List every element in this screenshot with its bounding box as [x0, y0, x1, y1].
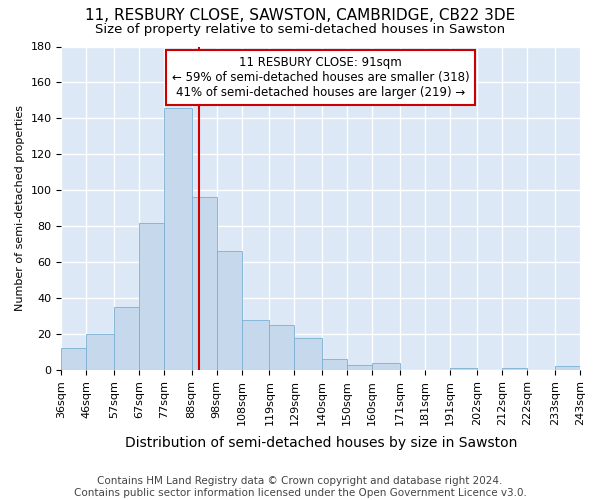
Text: Size of property relative to semi-detached houses in Sawston: Size of property relative to semi-detach… — [95, 22, 505, 36]
Text: Contains HM Land Registry data © Crown copyright and database right 2024.
Contai: Contains HM Land Registry data © Crown c… — [74, 476, 526, 498]
Bar — [322, 360, 347, 370]
Bar — [114, 307, 139, 370]
Bar — [372, 363, 400, 370]
Bar — [242, 320, 269, 370]
Text: 11, RESBURY CLOSE, SAWSTON, CAMBRIDGE, CB22 3DE: 11, RESBURY CLOSE, SAWSTON, CAMBRIDGE, C… — [85, 8, 515, 22]
Y-axis label: Number of semi-detached properties: Number of semi-detached properties — [15, 106, 25, 312]
Text: 11 RESBURY CLOSE: 91sqm
← 59% of semi-detached houses are smaller (318)
41% of s: 11 RESBURY CLOSE: 91sqm ← 59% of semi-de… — [172, 56, 470, 99]
Bar — [295, 338, 322, 370]
Bar — [86, 334, 114, 370]
Bar — [61, 348, 86, 370]
Bar — [191, 198, 217, 370]
Bar — [269, 325, 295, 370]
Bar — [139, 222, 164, 370]
Bar — [217, 252, 242, 370]
Bar — [555, 366, 580, 370]
Bar — [347, 364, 372, 370]
Bar — [164, 108, 191, 370]
Bar — [450, 368, 477, 370]
X-axis label: Distribution of semi-detached houses by size in Sawston: Distribution of semi-detached houses by … — [125, 436, 517, 450]
Bar — [502, 368, 527, 370]
